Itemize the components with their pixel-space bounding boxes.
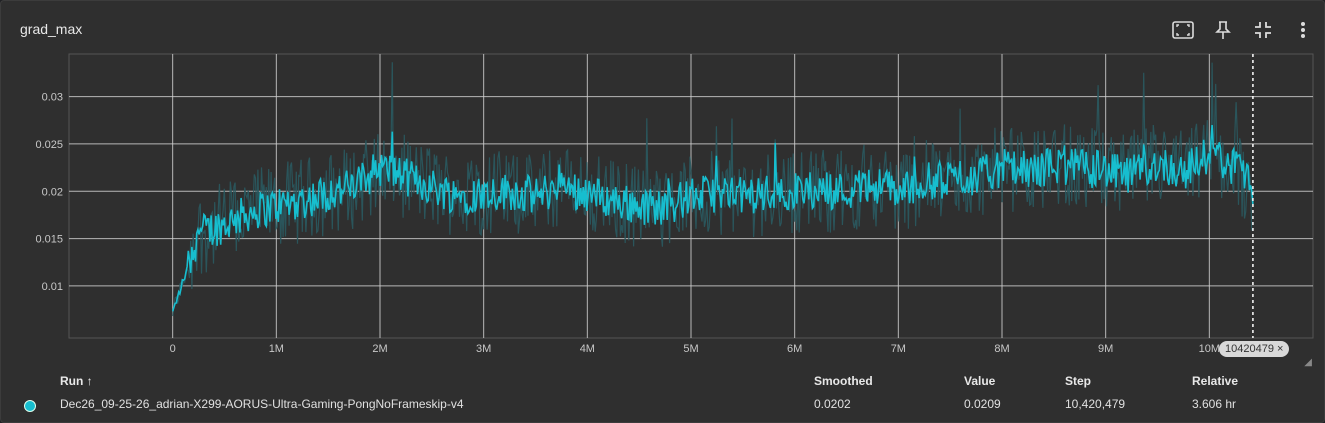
more-vert-icon xyxy=(1301,22,1305,38)
smoothed-series-line xyxy=(171,124,1254,312)
hover-step-badge[interactable]: 10420479 × xyxy=(1219,341,1290,357)
x-tick-label: 7M xyxy=(891,343,906,355)
header-value: Value xyxy=(964,374,996,388)
pin-icon xyxy=(1215,21,1231,39)
collapse-button[interactable] xyxy=(1250,15,1276,45)
hover-step-label: 10420479 xyxy=(1225,343,1274,355)
resize-handle-icon[interactable]: ◢ xyxy=(1304,357,1312,368)
y-tick-label: 0.025 xyxy=(35,139,63,151)
chart-toolbar xyxy=(1170,15,1316,45)
x-tick-label: 1M xyxy=(269,343,284,355)
header-step: Step xyxy=(1065,374,1092,388)
fit-domain-icon xyxy=(1172,21,1194,39)
run-step: 10,420,479 xyxy=(1065,397,1126,411)
run-name: Dec26_09-25-26_adrian-X299-AORUS-Ultra-G… xyxy=(60,397,464,411)
x-tick-label: 4M xyxy=(580,343,595,355)
x-tick-label: 10M xyxy=(1199,343,1220,355)
fit-domain-button[interactable] xyxy=(1170,15,1196,45)
run-value: 0.0209 xyxy=(964,397,1001,411)
x-tick-label: 8M xyxy=(994,343,1009,355)
y-tick-label: 0.015 xyxy=(35,234,63,246)
run-relative: 3.606 hr xyxy=(1192,397,1237,411)
y-tick-label: 0.02 xyxy=(42,186,63,198)
run-color-dot[interactable] xyxy=(24,400,36,412)
more-options-button[interactable] xyxy=(1290,15,1316,45)
header-run[interactable]: Run ↑ xyxy=(60,374,93,388)
x-tick-label: 6M xyxy=(787,343,802,355)
run-smoothed: 0.0202 xyxy=(814,397,851,411)
header-relative: Relative xyxy=(1192,374,1239,388)
collapse-icon xyxy=(1255,22,1271,38)
y-tick-label: 0.03 xyxy=(42,92,63,104)
x-tick-label: 9M xyxy=(1098,343,1113,355)
x-tick-label: 3M xyxy=(476,343,491,355)
x-tick-label: 0 xyxy=(170,343,176,355)
pin-button[interactable] xyxy=(1210,15,1236,45)
x-tick-label: 2M xyxy=(372,343,387,355)
header-smoothed: Smoothed xyxy=(814,374,873,388)
raw-series-line xyxy=(172,62,1254,317)
y-tick-label: 0.01 xyxy=(42,281,63,293)
x-tick-label: 5M xyxy=(683,343,698,355)
close-icon[interactable]: × xyxy=(1277,343,1284,355)
chart-title: grad_max xyxy=(20,21,83,37)
line-chart[interactable]: 0 1M 2M 3M 4M 5M 6M 7M 8M 9M 10M 0.01 0.015 0.02 0.025… xyxy=(1,1,1325,369)
